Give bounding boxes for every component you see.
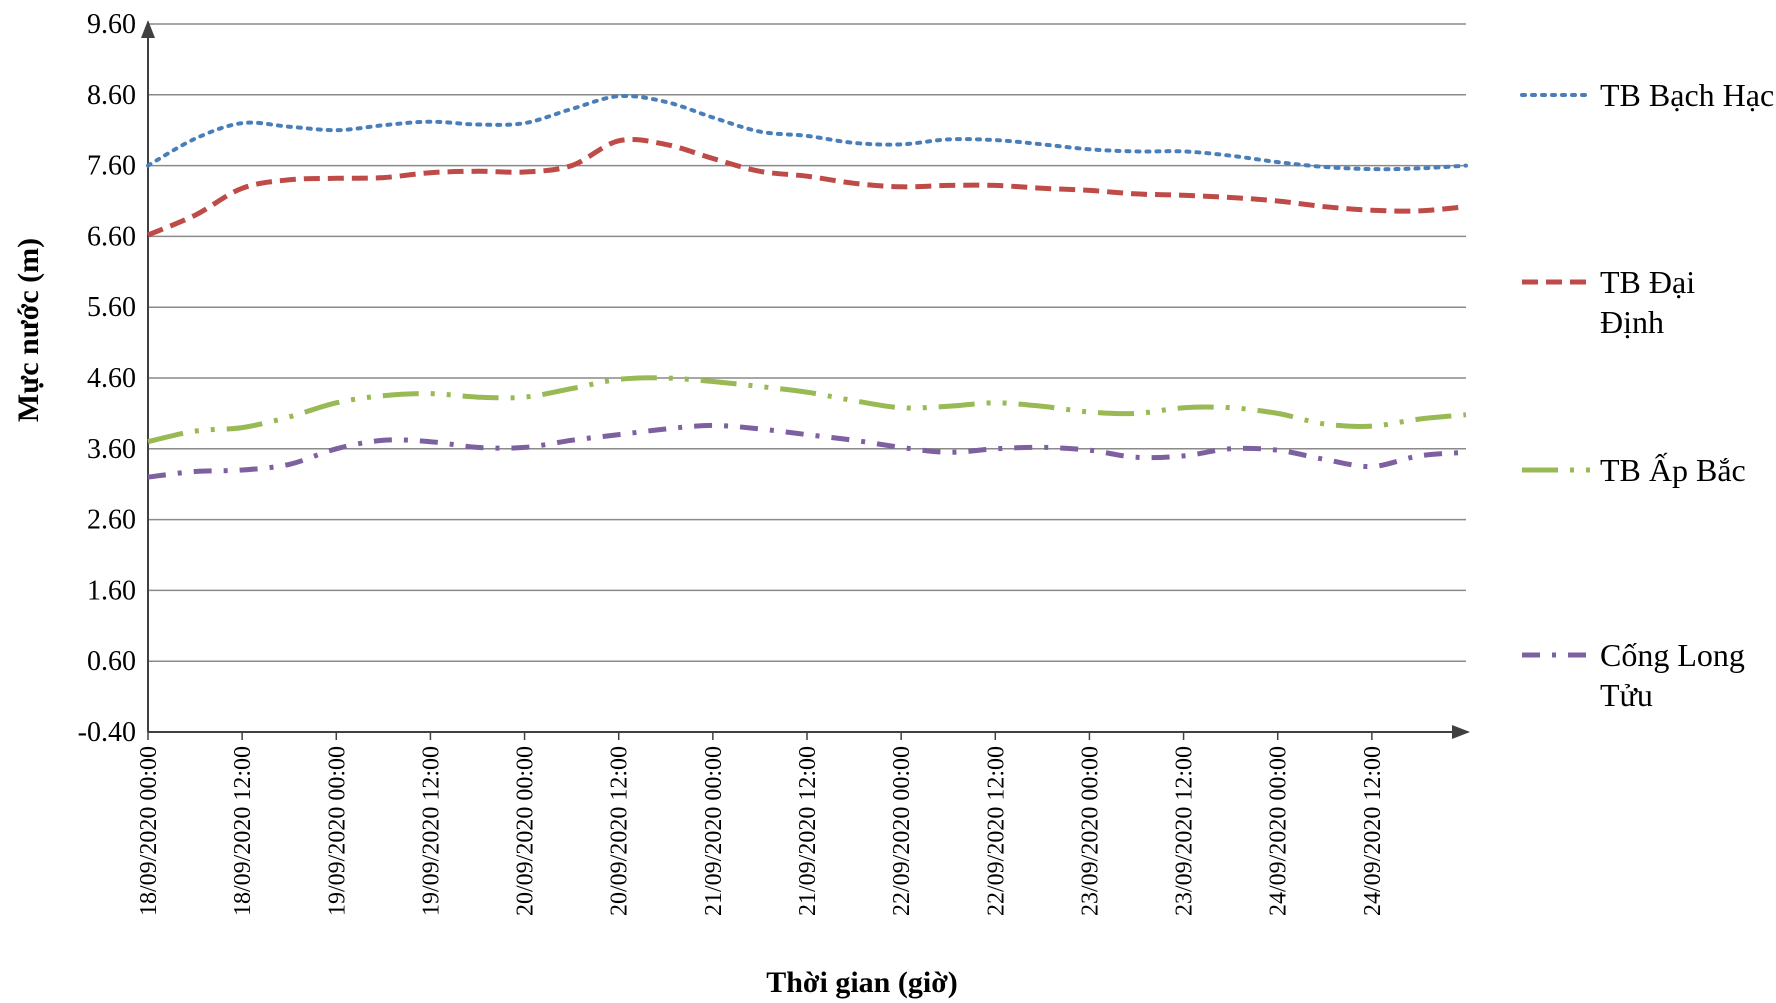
series-lines bbox=[146, 93, 1468, 480]
x-axis-arrow bbox=[1452, 725, 1470, 739]
y-tick-label: -0.40 bbox=[78, 717, 136, 748]
x-tick-label: 23/09/2020 12:00 bbox=[1172, 746, 1198, 916]
x-axis-title: Thời gian (giờ) bbox=[766, 966, 958, 999]
x-tick-label: 21/09/2020 00:00 bbox=[701, 746, 727, 916]
y-tick-label: 6.60 bbox=[87, 221, 136, 252]
y-axis-title: Mực nước (m) bbox=[12, 238, 45, 422]
x-tick-label: 21/09/2020 12:00 bbox=[795, 746, 821, 916]
x-tick-label: 22/09/2020 00:00 bbox=[889, 746, 915, 916]
y-tick-label: 2.60 bbox=[87, 505, 136, 536]
legend: TB Bạch Hạc TB Đại Định TB Ấp Bắc Cống Long T… bbox=[1520, 77, 1774, 713]
x-tick-label: 24/09/2020 00:00 bbox=[1266, 746, 1292, 916]
x-tick-label: 20/09/2020 12:00 bbox=[607, 746, 633, 916]
x-tick-label: 24/09/2020 12:00 bbox=[1360, 746, 1386, 916]
x-tick-labels: 18/09/2020 00:00 18/09/2020 12:00 19/09/20… bbox=[136, 732, 1386, 916]
series-line-3 bbox=[147, 375, 1467, 445]
series-line-4 bbox=[147, 422, 1467, 480]
y-tick-label: 0.60 bbox=[87, 646, 136, 677]
legend-label-1: TB Bạch Hạc bbox=[1600, 77, 1774, 113]
legend-label-3: TB Ấp Bắc bbox=[1600, 452, 1746, 488]
y-tick-label: 3.60 bbox=[87, 434, 136, 465]
y-tick-label: 1.60 bbox=[87, 575, 136, 606]
gridlines bbox=[148, 23, 1466, 662]
y-tick-label: 9.60 bbox=[87, 9, 136, 40]
x-tick-label: 18/09/2020 12:00 bbox=[230, 746, 256, 916]
series-line-1 bbox=[146, 93, 1468, 172]
y-tick-label: 5.60 bbox=[87, 292, 136, 323]
x-tick-label: 22/09/2020 12:00 bbox=[983, 746, 1009, 916]
axes bbox=[141, 20, 1470, 739]
y-tick-label: 7.60 bbox=[87, 151, 136, 182]
series-line-2 bbox=[147, 136, 1467, 238]
y-tick-labels: 9.60 8.60 7.60 6.60 5.60 4.60 3.60 2.60 1.60 0.60… bbox=[78, 9, 136, 748]
legend-label-2: TB Đại Định bbox=[1600, 264, 1695, 340]
x-tick-label: 19/09/2020 12:00 bbox=[418, 746, 444, 916]
x-tick-label: 23/09/2020 00:00 bbox=[1077, 746, 1103, 916]
x-tick-label: 20/09/2020 00:00 bbox=[513, 746, 539, 916]
x-tick-label: 18/09/2020 00:00 bbox=[136, 746, 162, 916]
y-axis-arrow bbox=[141, 20, 155, 38]
y-tick-label: 8.60 bbox=[87, 80, 136, 111]
x-tick-label: 19/09/2020 00:00 bbox=[324, 746, 350, 916]
y-tick-label: 4.60 bbox=[87, 363, 136, 394]
legend-label-4: Cống Long Tửu bbox=[1600, 637, 1745, 713]
